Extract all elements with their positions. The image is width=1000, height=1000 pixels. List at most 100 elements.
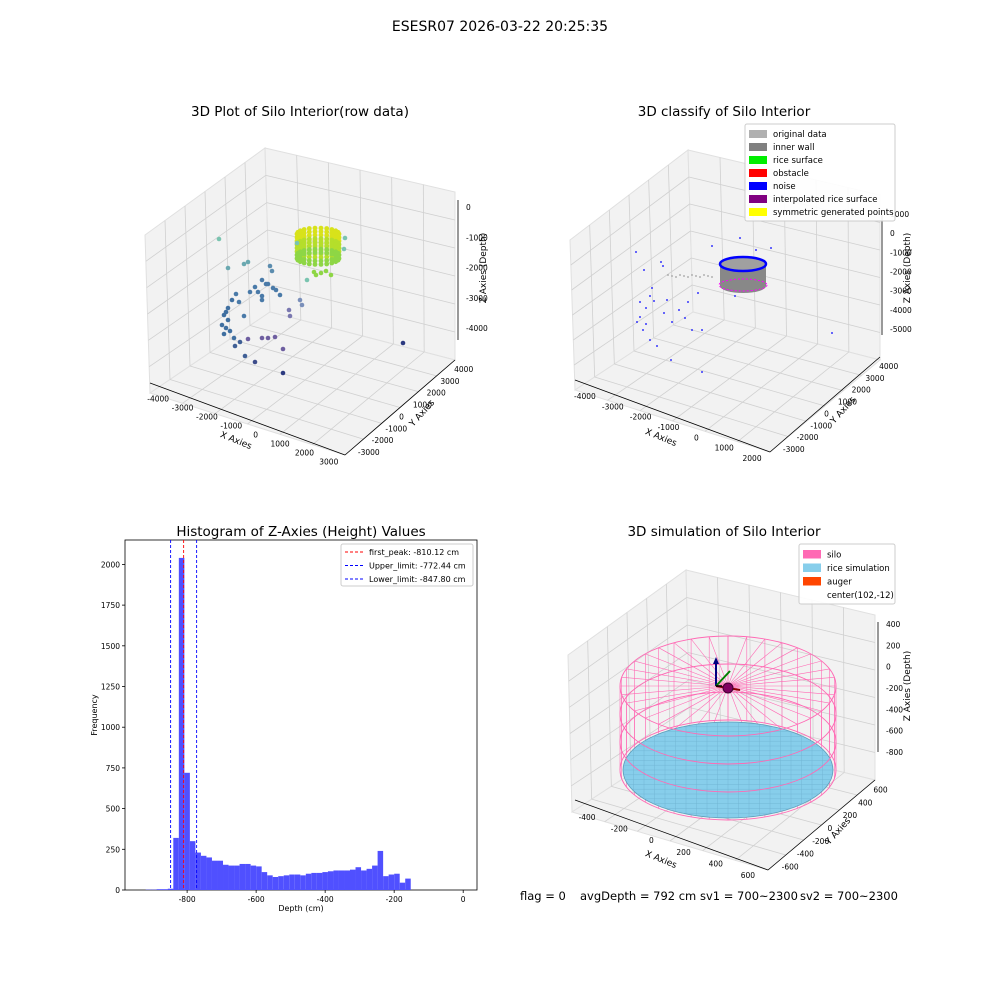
scatter-point — [237, 339, 243, 345]
histogram-bar — [250, 865, 257, 890]
y-tick-label: 3000 — [865, 374, 884, 383]
scatter-point — [252, 284, 258, 290]
sv2-status: sv2 = 700~2300 — [800, 889, 898, 903]
noise-point — [651, 287, 653, 289]
scatter-point — [306, 240, 312, 245]
avg-depth-status: avgDepth = 792 cm — [580, 889, 696, 903]
histogram-bar — [272, 876, 279, 890]
x-tick-label: -3000 — [602, 402, 624, 411]
legend-label: center(102,-12) — [827, 591, 894, 601]
histogram-bar — [366, 868, 373, 890]
legend-swatch — [749, 182, 767, 190]
legend-label: rice surface — [773, 156, 823, 166]
histogram-bar — [217, 860, 224, 890]
silo-lid-line — [727, 668, 830, 687]
legend-label: noise — [773, 182, 796, 192]
y-tick-label: 1000 — [413, 401, 432, 410]
scatter-point — [259, 293, 265, 299]
histogram-bar — [383, 876, 389, 890]
z-tick-label: 200 — [886, 641, 901, 650]
x-tick-label: -1000 — [220, 422, 242, 431]
silo-lid-line — [727, 660, 822, 687]
scatter-point — [312, 236, 318, 242]
histogram-bar — [245, 863, 251, 890]
scatter-point — [400, 340, 406, 346]
scatter-point — [312, 225, 318, 231]
x-tick-label: 0 — [649, 836, 654, 845]
scatter-point — [280, 346, 286, 352]
histogram-ylabel: Frequency — [90, 694, 99, 736]
y-tick-label: 0 — [399, 412, 404, 421]
z-tick-label: 0 — [890, 229, 895, 238]
scatter-point — [312, 229, 318, 235]
legend-swatch — [749, 169, 767, 177]
z-tick-label: -200 — [886, 684, 903, 693]
scatter-point — [255, 289, 261, 295]
scatter-point — [245, 336, 251, 342]
histogram-bar — [327, 871, 334, 890]
silo-lid-line — [727, 653, 811, 687]
x-tick-label: 0 — [253, 431, 258, 440]
auger-marker — [713, 657, 741, 694]
scatter-point — [329, 234, 335, 239]
silo-lid-line — [727, 642, 783, 687]
scatter-point — [267, 263, 273, 269]
histogram-vlines — [170, 540, 198, 890]
histogram-bar — [162, 889, 168, 890]
noise-point — [656, 345, 658, 347]
noise-point — [831, 332, 833, 334]
noise-ring — [718, 255, 768, 273]
noise-point — [663, 312, 665, 314]
legend-label: first_peak: -810.12 cm — [369, 548, 459, 557]
noise-point — [701, 329, 703, 331]
legend-swatch — [803, 550, 821, 559]
y-tick-label: 0 — [828, 824, 833, 833]
x-tick-label: 400 — [709, 860, 724, 869]
scatter-point — [241, 261, 247, 267]
scatter-point — [318, 229, 324, 235]
y-tick-label: 200 — [843, 811, 858, 820]
original-point — [667, 274, 669, 276]
noise-point — [684, 317, 686, 319]
silo-lid-line — [727, 677, 835, 687]
z-tick-label: -400 — [886, 705, 903, 714]
noise-point — [649, 295, 651, 297]
scatter-point — [236, 299, 242, 305]
classify-plot-title: 3D classify of Silo Interior — [638, 104, 811, 120]
scatter-point — [306, 258, 312, 263]
histogram-y-ticks: 0 250 500 750 1000 1250 1500 1750 2000 — [101, 560, 125, 895]
x-tick-label: -800 — [179, 895, 196, 904]
grid-line — [573, 284, 693, 366]
scatter-point — [306, 250, 312, 256]
legend-label: symmetric generated points — [773, 208, 894, 218]
classify-zlabel: Z Axies (Depth) — [903, 233, 913, 304]
scatter-point — [318, 250, 324, 256]
legend-swatch — [749, 130, 767, 138]
silo-lid-line — [690, 638, 729, 687]
scatter-point — [318, 246, 324, 252]
histogram-bar — [355, 867, 362, 890]
x-tick-label: -200 — [611, 825, 628, 834]
scatter-point — [306, 254, 312, 260]
noise-point — [639, 301, 641, 303]
y-tick-label: 2000 — [852, 386, 871, 395]
scatter-point — [301, 248, 307, 253]
interp-ring — [718, 278, 768, 292]
noise-point — [666, 299, 668, 301]
histogram-bar — [322, 872, 328, 890]
y-tick-label: 2000 — [427, 389, 446, 398]
scatter-point — [318, 236, 324, 242]
simulation-legend: silo rice simulation auger center(102,-12) — [798, 543, 896, 605]
silo-lid-line — [621, 677, 729, 687]
y-tick-label: -2000 — [372, 436, 394, 445]
raw-plot-title: 3D Plot of Silo Interior(row data) — [191, 104, 409, 120]
x-tick-label: 0 — [694, 433, 699, 442]
scatter-point — [265, 335, 271, 341]
original-point — [687, 276, 689, 278]
scatter-point — [312, 246, 318, 252]
z-tick-label: 1000 — [890, 210, 909, 219]
noise-point — [755, 249, 757, 251]
z-tick-label: -2000 — [890, 268, 912, 277]
scatter-point — [324, 243, 330, 249]
